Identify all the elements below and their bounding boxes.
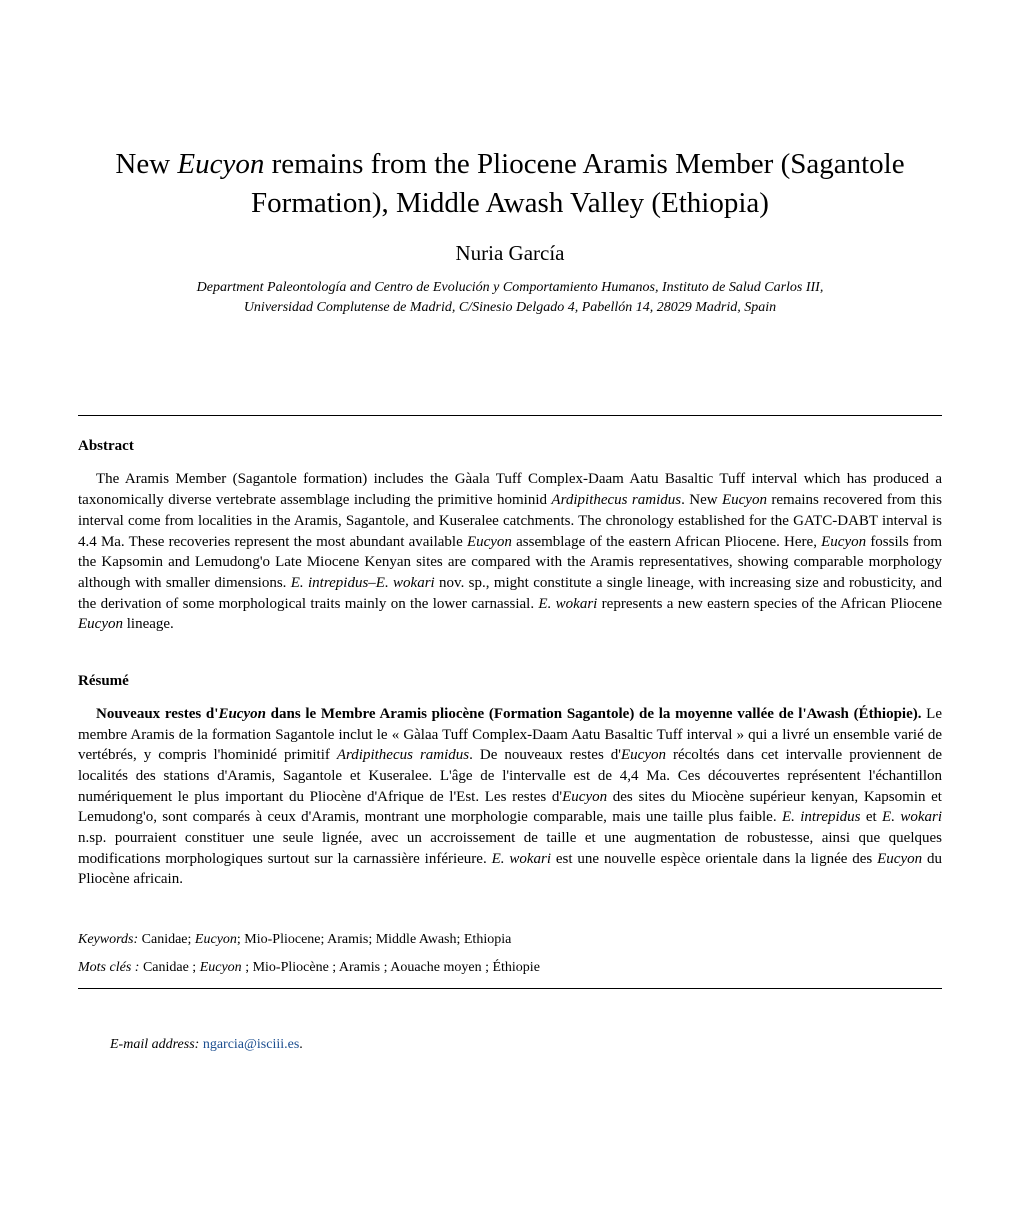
abstract-paragraph: The Aramis Member (Sagantole formation) …: [78, 469, 942, 635]
email-link[interactable]: ngarcia@isciii.es: [203, 1037, 299, 1052]
resume-paragraph: Nouveaux restes d'Eucyon dans le Membre …: [78, 704, 942, 890]
affiliation-line1: Department Paleontología and Centro de E…: [197, 280, 824, 295]
resume-heading: Résumé: [78, 673, 942, 690]
keywords-label: Keywords:: [78, 932, 138, 947]
affiliation-line2: Universidad Complutense de Madrid, C/Sin…: [244, 300, 776, 315]
author-name: Nuria García: [78, 241, 942, 266]
email-line: E-mail address: ngarcia@isciii.es.: [78, 1037, 942, 1053]
divider-top: [78, 415, 942, 416]
title-rest: remains from the Pliocene Aramis Member …: [251, 148, 905, 219]
title-prefix: New: [115, 148, 177, 180]
paper-title: New Eucyon remains from the Pliocene Ara…: [78, 145, 942, 223]
motscles-label: Mots clés :: [78, 960, 139, 975]
author-affiliation: Department Paleontología and Centro de E…: [78, 278, 942, 317]
divider-bottom: [78, 988, 942, 989]
keywords-line: Keywords: Canidae; Eucyon; Mio-Pliocene;…: [78, 932, 942, 948]
email-suffix: .: [299, 1037, 303, 1052]
email-label: E-mail address:: [110, 1037, 199, 1052]
abstract-heading: Abstract: [78, 438, 942, 455]
title-italic: Eucyon: [177, 148, 264, 180]
motscles-line: Mots clés : Canidae ; Eucyon ; Mio-Plioc…: [78, 960, 942, 976]
